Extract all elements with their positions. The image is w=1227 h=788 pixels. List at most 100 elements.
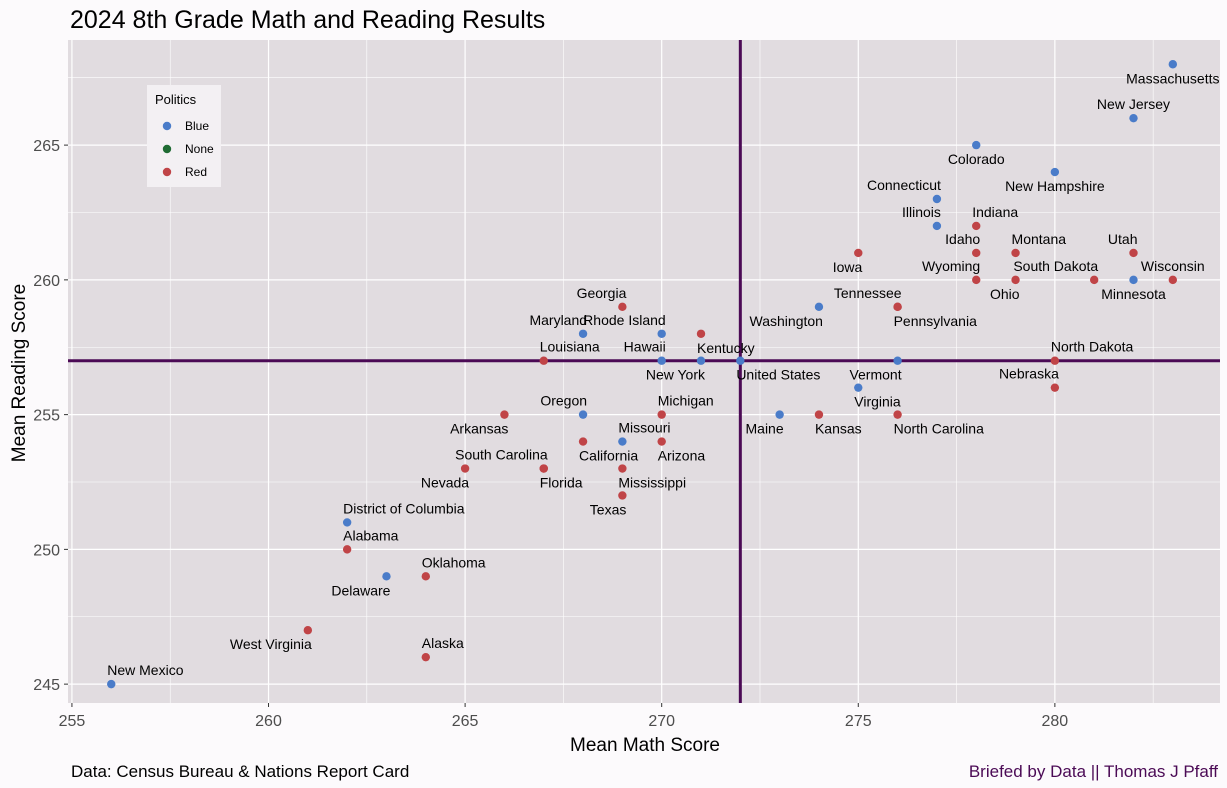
point-louisiana xyxy=(539,356,548,365)
point-colorado xyxy=(972,140,981,150)
point-illinois xyxy=(932,221,942,231)
legend: Politics Blue None Red xyxy=(147,85,221,187)
legend-box xyxy=(147,85,221,187)
plot-panel xyxy=(68,40,1220,703)
label-delaware: Delaware xyxy=(331,582,390,598)
axis-ticks: 255 260 265 270 275 280 245 250 255 260 265 xyxy=(33,138,1068,730)
point-florida xyxy=(539,464,548,473)
point-ohio xyxy=(1011,275,1020,285)
point-virginia xyxy=(854,383,863,392)
label-west-virginia: West Virginia xyxy=(230,636,312,652)
point-delaware xyxy=(382,572,391,581)
label-california: California xyxy=(579,448,638,464)
point-new-hampshire xyxy=(1050,167,1060,177)
point-washington xyxy=(814,302,824,312)
point-utah xyxy=(1129,248,1138,258)
point-missouri xyxy=(618,437,627,446)
label-minnesota: Minnesota xyxy=(1101,286,1166,302)
label-maine: Maine xyxy=(746,421,784,437)
label-district-of-columbia: District of Columbia xyxy=(343,500,465,516)
point-idaho xyxy=(972,248,981,258)
caption-credit: Briefed by Data || Thomas J Pfaff xyxy=(969,762,1218,781)
point-arkansas xyxy=(500,410,509,419)
point-vermont xyxy=(893,356,902,365)
label-montana: Montana xyxy=(1012,231,1067,247)
label-ohio: Ohio xyxy=(990,286,1020,302)
point-kentucky xyxy=(696,329,706,338)
label-massachusetts: Massachusetts xyxy=(1126,70,1219,86)
label-vermont: Vermont xyxy=(849,367,901,383)
label-iowa: Iowa xyxy=(833,259,863,275)
point-oregon xyxy=(578,410,588,419)
point-montana xyxy=(1011,248,1020,258)
point-nevada xyxy=(460,464,470,473)
point-mississippi xyxy=(618,464,627,473)
label-arizona: Arizona xyxy=(658,448,706,464)
point-michigan xyxy=(657,410,666,419)
y-tick-label: 250 xyxy=(33,542,60,559)
label-south-dakota: South Dakota xyxy=(1013,258,1098,274)
label-new-jersey: New Jersey xyxy=(1097,96,1170,112)
label-oklahoma: Oklahoma xyxy=(422,554,486,570)
label-illinois: Illinois xyxy=(902,204,941,220)
data-points xyxy=(107,60,1178,689)
label-louisiana: Louisiana xyxy=(540,339,600,355)
y-tick-label: 255 xyxy=(33,408,60,425)
point-new-jersey xyxy=(1129,113,1138,123)
x-tick-label: 260 xyxy=(255,713,282,730)
point-nebraska xyxy=(1050,383,1060,392)
label-north-dakota: North Dakota xyxy=(1051,339,1134,355)
y-tick-label: 265 xyxy=(33,138,60,155)
point-california xyxy=(578,437,588,446)
label-utah: Utah xyxy=(1108,231,1138,247)
label-rhode-island: Rhode Island xyxy=(583,312,666,328)
point-hawaii xyxy=(657,356,666,365)
legend-key-red xyxy=(162,167,172,177)
point-iowa xyxy=(854,248,863,258)
label-maryland: Maryland xyxy=(529,312,587,328)
label-mississippi: Mississippi xyxy=(618,475,686,491)
label-new-mexico: New Mexico xyxy=(107,662,183,678)
legend-title: Politics xyxy=(155,92,197,107)
label-missouri: Missouri xyxy=(618,420,670,436)
label-kansas: Kansas xyxy=(815,421,862,437)
label-alabama: Alabama xyxy=(343,527,398,543)
point-new-york xyxy=(696,356,706,365)
label-wyoming: Wyoming xyxy=(922,258,980,274)
label-washington: Washington xyxy=(750,313,823,329)
point-massachusetts xyxy=(1168,60,1178,69)
point-alabama xyxy=(342,545,352,554)
legend-label-none: None xyxy=(185,142,214,156)
x-tick-label: 270 xyxy=(648,713,675,730)
reference-lines xyxy=(68,40,1220,703)
point-oklahoma xyxy=(421,572,430,581)
point-minnesota xyxy=(1129,275,1138,285)
label-tennessee: Tennessee xyxy=(834,285,902,301)
point-georgia xyxy=(618,302,627,312)
label-oregon: Oregon xyxy=(540,393,587,409)
x-tick-label: 265 xyxy=(452,713,479,730)
point-maine xyxy=(775,410,784,419)
label-connecticut: Connecticut xyxy=(867,177,941,193)
point-district-of-columbia xyxy=(342,518,352,527)
legend-label-blue: Blue xyxy=(185,119,209,133)
x-axis-title: Mean Math Score xyxy=(570,735,720,756)
caption-source: Data: Census Bureau & Nations Report Car… xyxy=(71,762,409,781)
label-georgia: Georgia xyxy=(577,285,627,301)
label-indiana: Indiana xyxy=(972,204,1018,220)
point-maryland xyxy=(578,329,588,338)
label-arkansas: Arkansas xyxy=(450,421,508,437)
label-kentucky: Kentucky xyxy=(697,340,755,356)
point-indiana xyxy=(972,221,981,231)
label-michigan: Michigan xyxy=(658,393,714,409)
point-rhode-island xyxy=(657,329,666,338)
point-united-states xyxy=(736,356,745,365)
label-south-carolina: South Carolina xyxy=(455,447,548,463)
point-kansas xyxy=(814,410,824,419)
label-florida: Florida xyxy=(540,475,583,491)
label-virginia: Virginia xyxy=(854,394,901,410)
point-north-dakota xyxy=(1050,356,1060,365)
point-wisconsin xyxy=(1168,275,1178,285)
label-hawaii: Hawaii xyxy=(624,339,666,355)
